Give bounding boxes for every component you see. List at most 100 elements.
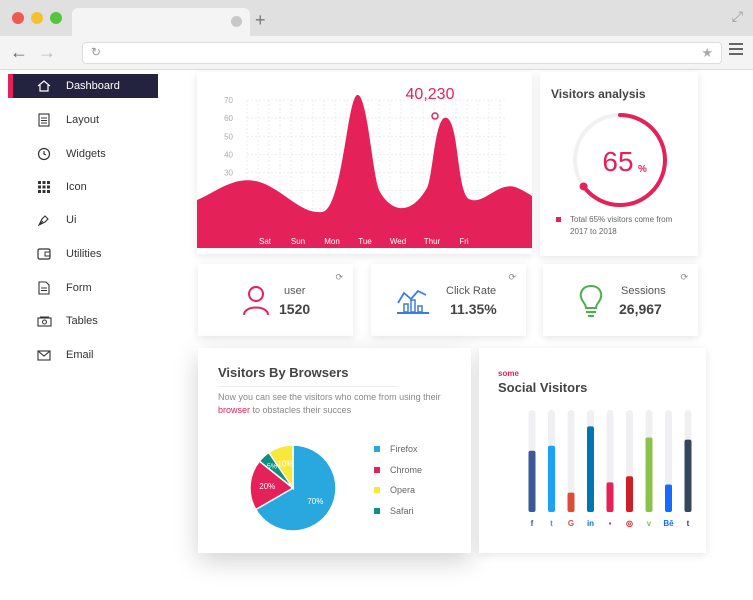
browser-menu-icon[interactable] bbox=[729, 43, 743, 58]
y-tick-label: 30 bbox=[224, 169, 233, 178]
sidebar-item-layout[interactable]: Layout bbox=[8, 108, 158, 132]
social-bar[interactable] bbox=[665, 484, 672, 512]
refresh-icon[interactable]: ⟳ bbox=[335, 272, 343, 282]
linkedin-icon[interactable]: in bbox=[587, 519, 594, 528]
x-tick-label: Mon bbox=[324, 237, 340, 246]
behance-icon[interactable]: Bē bbox=[663, 519, 674, 528]
traffic-chart-card: 01020304050607040,230SatSunMonTueWedThur… bbox=[197, 72, 532, 254]
sidebar-item-form[interactable]: Form bbox=[8, 276, 158, 300]
money-icon bbox=[36, 313, 52, 329]
sidebar-item-tables[interactable]: Tables bbox=[8, 309, 158, 333]
sidebar-item-label: Icon bbox=[66, 181, 87, 193]
x-tick-label: Thur bbox=[424, 237, 441, 246]
social-bar[interactable] bbox=[528, 450, 536, 512]
sidebar-item-utilities[interactable]: Utilities bbox=[8, 242, 158, 266]
legend-swatch bbox=[556, 217, 561, 222]
social-bar[interactable] bbox=[626, 476, 633, 512]
tab-close-icon[interactable] bbox=[231, 16, 242, 27]
legend-item[interactable]: Firefox bbox=[374, 444, 418, 454]
bulb-icon bbox=[573, 283, 609, 319]
home-icon bbox=[36, 78, 52, 94]
y-tick-label: 50 bbox=[224, 132, 233, 141]
new-tab-button[interactable]: + bbox=[255, 10, 266, 30]
sidebar-item-widgets[interactable]: Widgets bbox=[8, 142, 158, 166]
traffic-area-chart: 01020304050607040,230SatSunMonTueWedThur… bbox=[197, 86, 532, 248]
sidebar-item-label: Layout bbox=[66, 114, 100, 126]
refresh-icon[interactable]: ⟳ bbox=[680, 272, 688, 282]
stat-label: Click Rate bbox=[446, 285, 497, 297]
sidebar-item-label: Widgets bbox=[66, 148, 106, 160]
reload-icon[interactable]: ↻ bbox=[91, 45, 102, 59]
sidebar-item-dashboard[interactable]: Dashboard bbox=[8, 74, 158, 98]
visitors-analysis-title: Visitors analysis bbox=[551, 87, 646, 101]
x-tick-label: Fri bbox=[459, 237, 469, 246]
y-tick-label: 70 bbox=[224, 96, 233, 105]
browser-link[interactable]: browser bbox=[218, 405, 251, 415]
ring-progress-knob bbox=[579, 182, 588, 191]
document-icon bbox=[36, 112, 52, 128]
visitors-percent-value: 65 bbox=[602, 146, 633, 177]
close-window-button[interactable] bbox=[12, 12, 24, 24]
social-bar[interactable] bbox=[606, 482, 614, 512]
social-bar[interactable] bbox=[684, 439, 692, 512]
pie-slice[interactable] bbox=[267, 444, 294, 491]
minimize-window-button[interactable] bbox=[31, 12, 43, 24]
address-bar[interactable]: ↻ ★ bbox=[82, 42, 722, 64]
grid-icon bbox=[36, 179, 52, 195]
vine-icon[interactable]: v bbox=[647, 519, 652, 528]
social-bar[interactable] bbox=[645, 437, 653, 512]
legend-item[interactable]: Opera bbox=[374, 485, 415, 495]
legend-swatch bbox=[374, 466, 380, 473]
pinterest-icon[interactable]: ◎ bbox=[626, 519, 633, 528]
pie-slice[interactable] bbox=[249, 460, 295, 511]
email-icon bbox=[36, 347, 52, 363]
fullscreen-icon[interactable]: ⤢ bbox=[731, 8, 743, 24]
x-tick-label: Sat bbox=[259, 237, 272, 246]
social-title: Social Visitors bbox=[498, 380, 588, 395]
sidebar-item-icon[interactable]: Icon bbox=[8, 175, 158, 199]
sidebar: Dashboard Layout Widgets Icon Ui Utiliti… bbox=[0, 70, 180, 600]
pie-slice[interactable] bbox=[254, 444, 337, 532]
forward-arrow-icon[interactable]: → bbox=[38, 42, 56, 62]
y-tick-label: 60 bbox=[224, 114, 233, 123]
clock-icon bbox=[36, 146, 52, 162]
legend-swatch bbox=[374, 446, 380, 452]
stat-value: 1520 bbox=[279, 301, 311, 317]
maximize-window-button[interactable] bbox=[50, 12, 62, 24]
browser-tab[interactable] bbox=[72, 8, 250, 36]
legend-label: Chrome bbox=[390, 464, 423, 475]
bookmark-star-icon[interactable]: ★ bbox=[701, 45, 713, 60]
refresh-icon[interactable]: ⟳ bbox=[508, 272, 516, 282]
legend-swatch bbox=[374, 487, 380, 493]
stat-card-user: ⟳ user 1520 bbox=[198, 264, 353, 336]
ring-progress bbox=[581, 113, 667, 207]
social-bar[interactable] bbox=[567, 492, 575, 512]
visitors-progress-ring: 65% bbox=[573, 113, 667, 207]
sidebar-item-email[interactable]: Email bbox=[8, 343, 158, 367]
facebook-icon[interactable]: f bbox=[531, 519, 534, 528]
browsers-description: Now you can see the visitors who come fr… bbox=[218, 392, 441, 415]
tumblr-icon[interactable]: t bbox=[687, 519, 690, 528]
back-arrow-icon[interactable]: ← bbox=[10, 42, 28, 62]
legend-item[interactable]: Chrome bbox=[374, 465, 422, 475]
stat-label: Sessions bbox=[621, 285, 666, 297]
social-kicker: some bbox=[498, 369, 519, 378]
sidebar-item-ui[interactable]: Ui bbox=[8, 208, 158, 232]
highlight-point[interactable] bbox=[431, 112, 439, 120]
pie-slice-label: 5% bbox=[267, 463, 277, 470]
social-bar[interactable] bbox=[587, 426, 594, 512]
sidebar-item-label: Form bbox=[66, 282, 92, 294]
social-bar[interactable] bbox=[548, 445, 555, 512]
google-icon[interactable]: G bbox=[568, 519, 574, 528]
legend-swatch bbox=[374, 507, 380, 514]
stat-card-sessions: ⟳ Sessions 26,967 bbox=[543, 264, 698, 336]
visitors-legend: Total 65% visitors come from 2017 to 201… bbox=[556, 214, 691, 238]
visitors-by-browsers-card: Visitors By Browsers Now you can see the… bbox=[198, 348, 471, 553]
flickr-icon[interactable]: ▪ bbox=[609, 519, 612, 528]
highlight-value: 40,230 bbox=[406, 86, 455, 103]
bar-chart-icon bbox=[395, 283, 431, 319]
pie-slice-label: 20% bbox=[259, 482, 275, 491]
twitter-icon[interactable]: t bbox=[550, 519, 553, 528]
legend-item[interactable]: Safari bbox=[374, 506, 414, 516]
